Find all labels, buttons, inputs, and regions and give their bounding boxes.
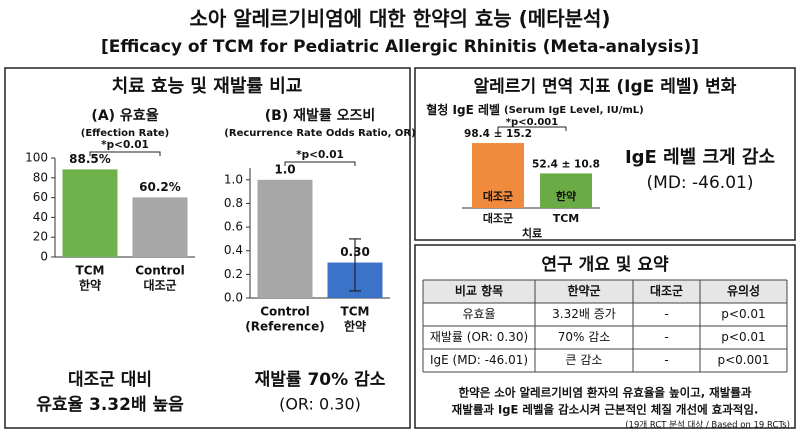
- panel: [414, 244, 796, 429]
- significance-bracket: [497, 126, 567, 131]
- significance-bracket: [89, 151, 161, 156]
- x-tick-label: Control: [135, 264, 185, 278]
- x-tick-label: TCM: [553, 212, 580, 225]
- table-cell: -: [664, 307, 668, 321]
- chart-subtitle: (Effection Rate): [81, 128, 169, 139]
- source-note: (19개 RCT 분석 대상 / Based on 19 RCTs): [625, 420, 790, 431]
- y-tick-label: 1.0: [224, 172, 243, 186]
- table-header: 비교 항목: [455, 283, 503, 298]
- table-cell: -: [664, 353, 668, 367]
- significance-bracket: [284, 161, 356, 166]
- summary: IgE 레벨 크게 감소: [625, 147, 775, 168]
- table-cell: 3.32배 증가: [552, 307, 616, 321]
- table-cell: 유효율: [462, 307, 495, 321]
- summary: (OR: 0.30): [279, 395, 361, 414]
- x-tick-label: 대조군: [483, 211, 513, 225]
- panel: [414, 67, 796, 241]
- table-cell: 70% 감소: [558, 330, 611, 344]
- summary-text: 재발률과 IgE 레벨을 감소시켜 근본적인 체질 개선에 효과적임.: [452, 403, 759, 417]
- x-tick-label: 한약: [79, 278, 101, 293]
- value-label: 98.4 ± 15.2: [464, 128, 532, 140]
- y-tick-label: 0.8: [224, 196, 243, 210]
- chart-subtitle: (Recurrence Rate Odds Ratio, OR): [224, 128, 415, 139]
- annotation: *p<0.01: [296, 149, 344, 161]
- summary-text: 한약은 소아 알레르기비염 환자의 유효율을 높이고, 재발률과: [459, 386, 752, 400]
- value-label: 60.2%: [139, 180, 181, 194]
- table-header: 유의성: [727, 283, 760, 298]
- chart-title: (B) 재발률 오즈비: [265, 107, 376, 124]
- y-tick-label: 0.6: [224, 220, 243, 234]
- x-tick-label: (Reference): [245, 320, 325, 334]
- x-tick-label: Control: [260, 305, 310, 319]
- y-tick-label: 20: [33, 230, 48, 244]
- value-label: 52.4 ± 10.8: [532, 158, 600, 170]
- subtitle: [Efficacy of TCM for Pediatric Allergic …: [101, 37, 699, 57]
- chart-subtitle: (Serum IgE Level, IU/mL): [504, 105, 644, 116]
- table-cell: 큰 감소: [566, 353, 603, 367]
- bar-label: 한약: [556, 189, 576, 203]
- panel-title: 알레르기 면역 지표 (IgE 레벨) 변화: [474, 77, 737, 97]
- bar: [472, 143, 524, 208]
- bar: [540, 173, 592, 208]
- annotation: *p<0.001: [506, 117, 558, 128]
- table-cell: IgE (MD: -46.01): [430, 353, 528, 367]
- table-cell: p<0.001: [717, 353, 769, 367]
- summary: 재발률 70% 감소: [255, 370, 386, 390]
- bar-label: 대조군: [483, 189, 513, 203]
- y-tick-label: 0.0: [224, 291, 243, 305]
- chart-title: (A) 유효율: [91, 107, 158, 124]
- y-tick-label: 0.2: [224, 267, 243, 281]
- table-header: 한약군: [567, 283, 600, 298]
- bar: [132, 197, 188, 257]
- bar: [257, 179, 313, 298]
- bar: [62, 169, 118, 257]
- x-axis-label: 치료: [522, 226, 542, 240]
- panel: [4, 67, 411, 429]
- x-tick-label: TCM: [76, 264, 105, 278]
- annotation: *p<0.01: [101, 139, 149, 151]
- y-tick-label: 0: [40, 250, 48, 264]
- table-cell: -: [664, 330, 668, 344]
- table-cell: 재발률 (OR: 0.30): [430, 330, 528, 344]
- panel-title: 연구 개요 및 요약: [541, 254, 669, 275]
- summary: (MD: -46.01): [647, 173, 754, 193]
- y-tick-label: 100: [25, 151, 48, 165]
- y-tick-label: 60: [33, 190, 48, 204]
- summary: 유효율 3.32배 높음: [36, 395, 184, 415]
- chart-title: 혈청 IgE 레벨 (Serum IgE Level, IU/mL): [426, 102, 644, 117]
- panel-title: 치료 효능 및 재발률 비교: [112, 76, 303, 97]
- x-tick-label: 한약: [344, 319, 366, 334]
- table-header: 대조군: [650, 284, 683, 298]
- table-header-bg: [423, 280, 787, 303]
- y-tick-label: 80: [33, 170, 48, 184]
- table-cell: p<0.01: [721, 330, 765, 344]
- y-tick-label: 40: [33, 210, 48, 224]
- summary: 대조군 대비: [68, 370, 152, 390]
- table-cell: p<0.01: [721, 307, 765, 321]
- value-label: 88.5%: [69, 152, 111, 166]
- chart-title-main: 혈청 IgE 레벨: [426, 102, 500, 117]
- x-tick-label: 대조군: [143, 279, 176, 293]
- y-tick-label: 0.4: [224, 243, 243, 257]
- title: 소아 알레르기비염에 대한 한약의 효능 (메타분석): [189, 7, 610, 31]
- value-label: 1.0: [274, 162, 295, 176]
- x-tick-label: TCM: [341, 305, 370, 319]
